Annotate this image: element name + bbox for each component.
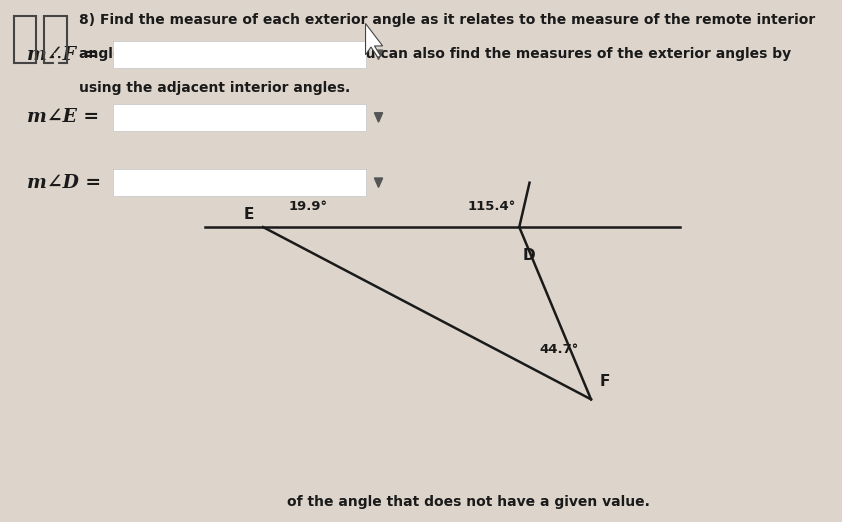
Text: of the angle that does not have a given value.: of the angle that does not have a given …: [287, 495, 650, 509]
Text: F: F: [600, 374, 610, 389]
FancyBboxPatch shape: [113, 169, 365, 196]
FancyBboxPatch shape: [113, 104, 365, 131]
Text: 115.4°: 115.4°: [468, 200, 516, 212]
Text: 8) Find the measure of each exterior angle as it relates to the measure of the r: 8) Find the measure of each exterior ang…: [78, 13, 815, 27]
Text: 19.9°: 19.9°: [289, 200, 328, 212]
Text: E: E: [244, 207, 254, 222]
Text: 44.7°: 44.7°: [540, 343, 579, 356]
Text: m∠E =: m∠E =: [27, 109, 99, 126]
Polygon shape: [375, 178, 382, 187]
Text: m∠D =: m∠D =: [27, 174, 101, 192]
Text: using the adjacent interior angles.: using the adjacent interior angles.: [78, 81, 349, 95]
Text: angles in the triangle. Recall that you can also find the measures of the exteri: angles in the triangle. Recall that you …: [78, 47, 791, 61]
Polygon shape: [375, 50, 382, 60]
Polygon shape: [375, 113, 382, 122]
FancyBboxPatch shape: [113, 41, 365, 68]
Polygon shape: [365, 23, 382, 57]
Text: D: D: [523, 248, 536, 263]
Text: m∠F =: m∠F =: [27, 46, 99, 64]
